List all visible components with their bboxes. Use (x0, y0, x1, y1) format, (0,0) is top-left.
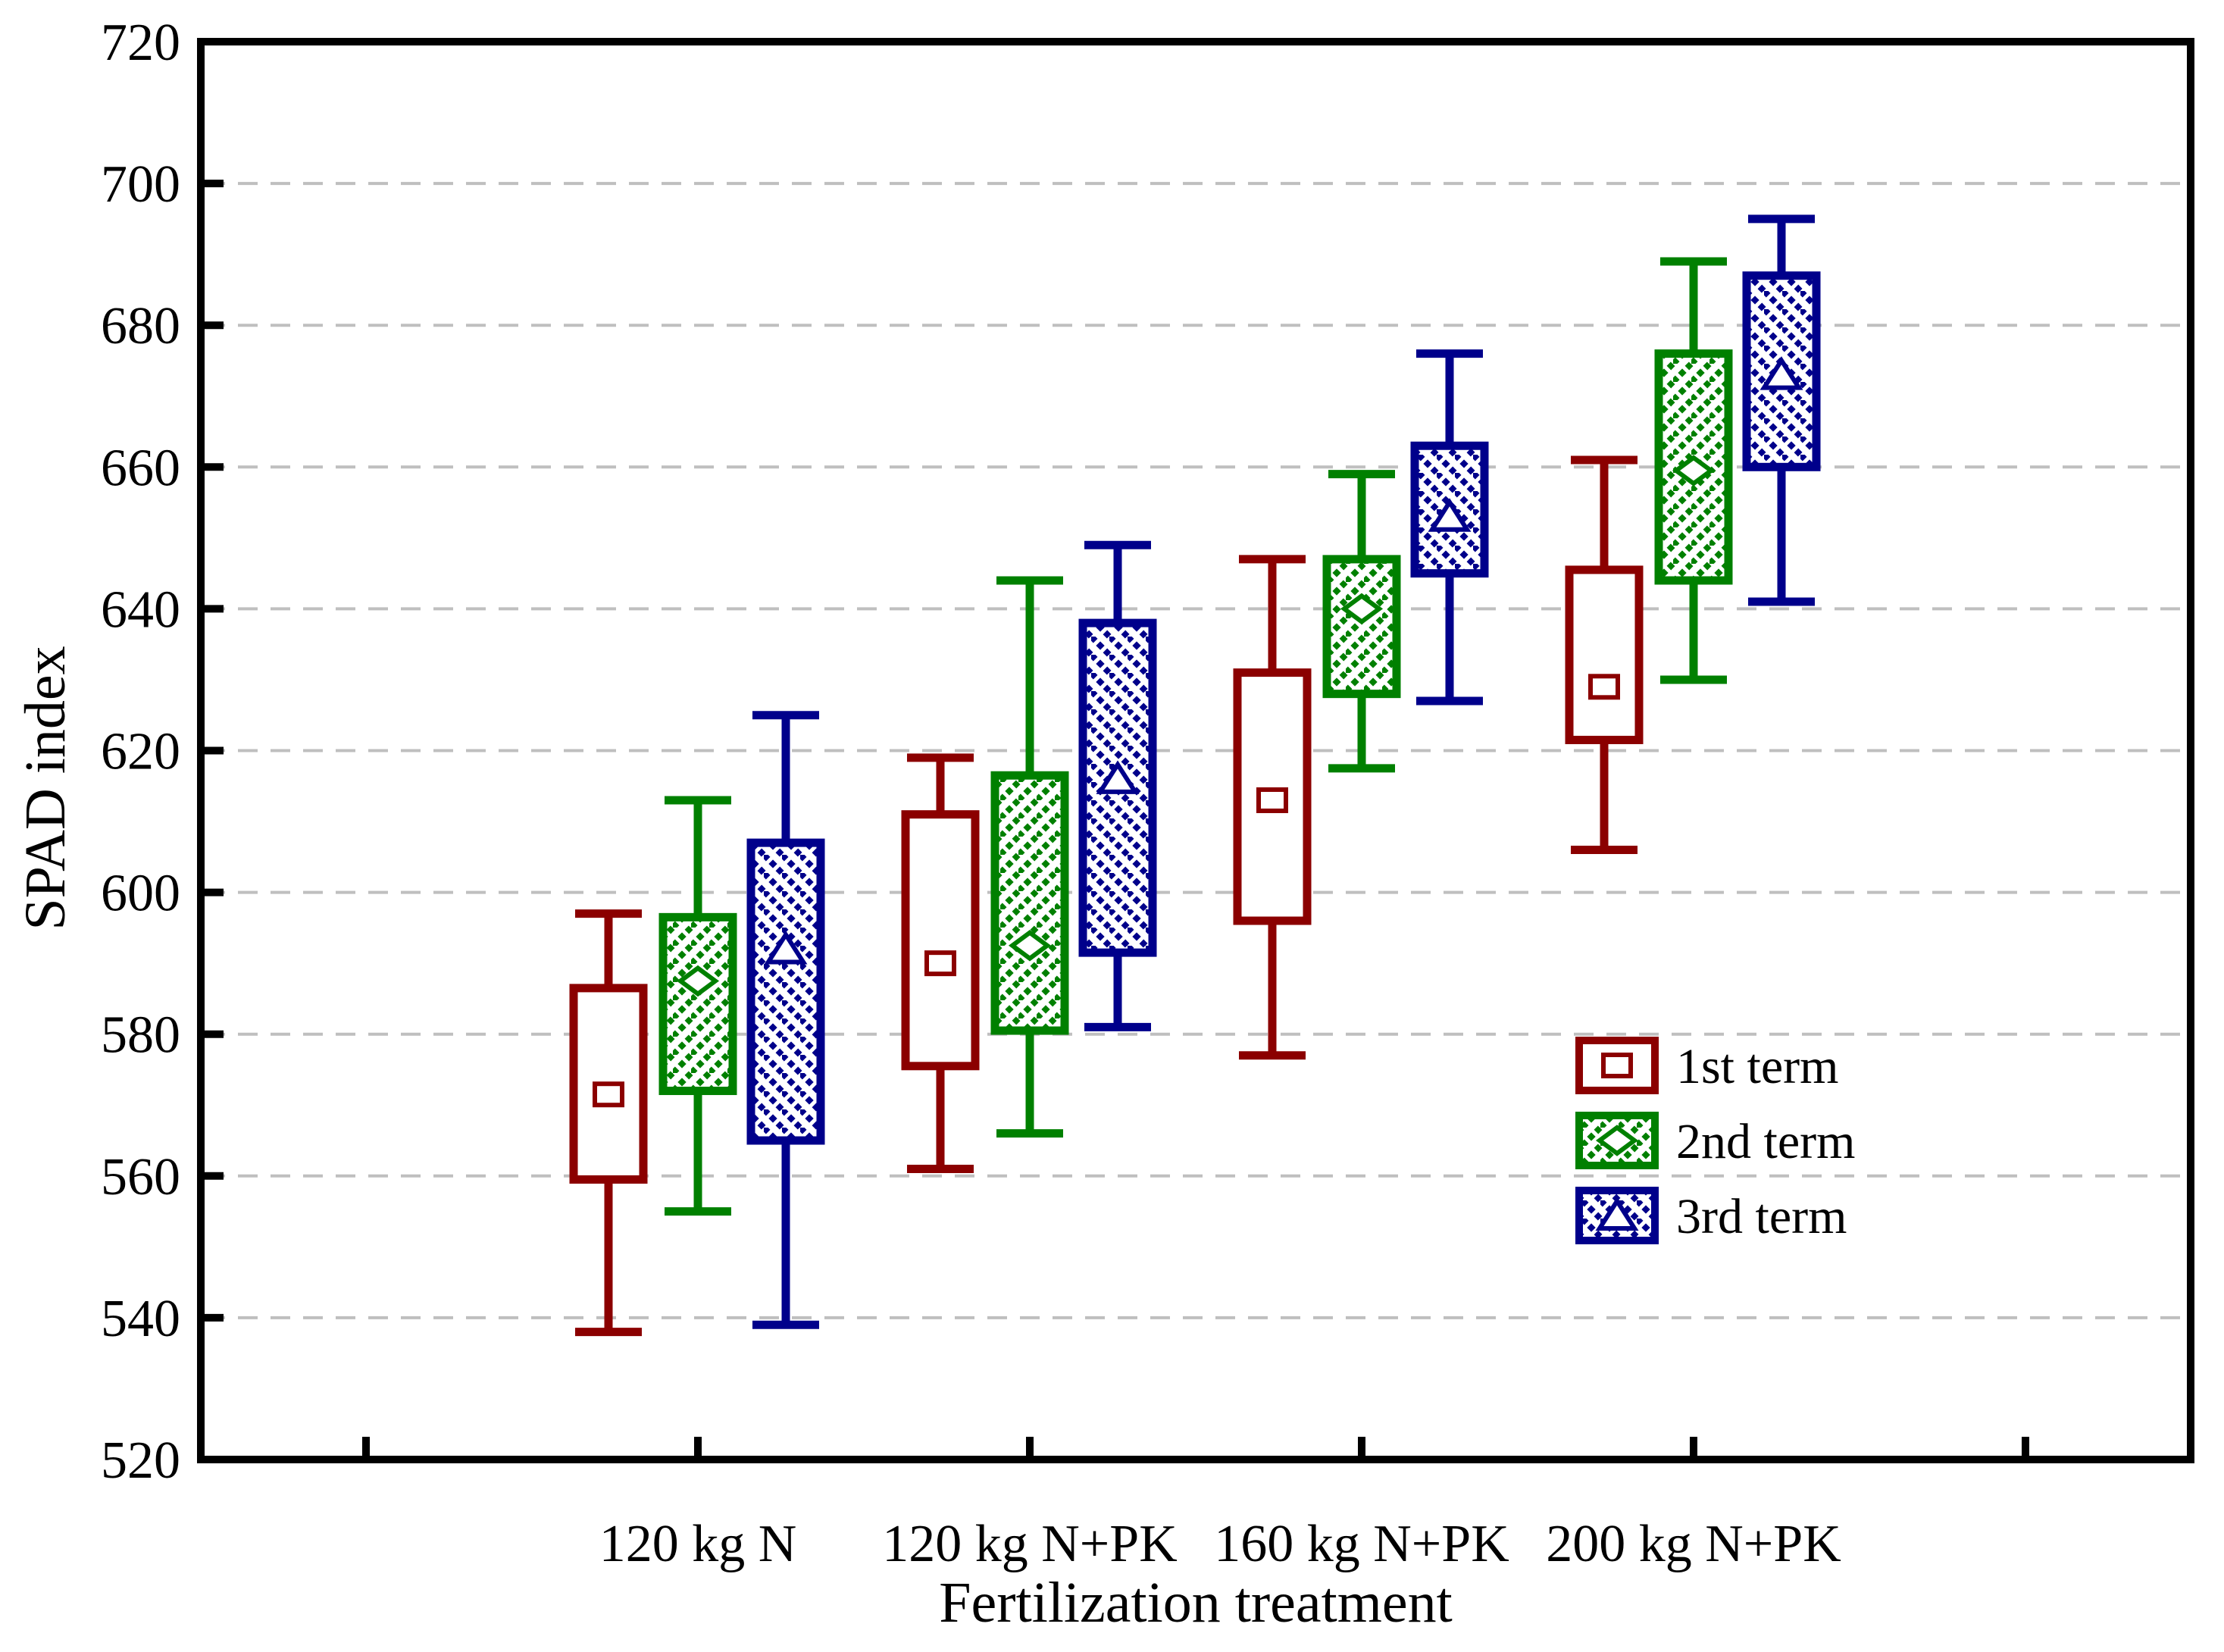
box-2nd-term-120-kg-N (658, 796, 737, 1216)
mean-marker-triangle (764, 930, 808, 965)
box-2nd-term-160-kg-N+PK (1322, 470, 1401, 773)
y-tick-label: 620 (101, 723, 180, 781)
box-2nd-term-120-kg-N+PK (990, 576, 1069, 1138)
legend-item-3rd-term: 3rd term (1575, 1187, 1847, 1244)
y-tick-label: 600 (101, 865, 180, 923)
y-tick-label: 660 (101, 439, 180, 497)
gridlines (205, 182, 2186, 1319)
x-axis-title: Fertilization treatment (939, 1571, 1452, 1635)
box-2nd-term-200-kg-N+PK (1654, 257, 1733, 684)
box-3rd-term-120-kg-N (746, 711, 825, 1329)
mean-marker-triangle (1096, 760, 1140, 794)
mean-marker-square (924, 950, 956, 977)
y-tick-label: 720 (101, 14, 180, 72)
box-rect (990, 771, 1069, 1035)
mean-marker-square (1588, 674, 1620, 700)
box-rect (658, 912, 737, 1096)
box-series (569, 214, 1821, 1337)
box-3rd-term-120-kg-N+PK (1078, 540, 1157, 1031)
box-rect (1078, 618, 1157, 957)
mean-marker-diamond (676, 965, 720, 997)
mean-marker-square (1601, 1053, 1633, 1078)
box-rect (901, 810, 980, 1071)
y-tick-label: 540 (101, 1290, 180, 1348)
y-axis-title: SPAD index (14, 646, 77, 930)
mean-marker-triangle (1428, 498, 1472, 532)
box-1st-term-120-kg-N+PK (901, 753, 980, 1173)
x-tick-label: 120 kg N (599, 1515, 797, 1573)
y-tick-label: 700 (101, 155, 180, 214)
legend-item-1st-term: 1st term (1575, 1037, 1838, 1094)
mean-marker-square (1256, 787, 1288, 813)
y-tick-labels: 520 540 560 580 600 620 640 660 680 700 720 (101, 14, 180, 1490)
legend-label: 2nd term (1676, 1114, 1855, 1169)
box-rect (1565, 565, 1644, 744)
legend-item-2nd-term: 2nd term (1575, 1112, 1855, 1169)
x-tick-labels: 120 kg N 120 kg N+PK 160 kg N+PK 200 kg N+P… (599, 1515, 1841, 1573)
box-1st-term-200-kg-N+PK (1565, 455, 1644, 854)
legend-label: 1st term (1676, 1039, 1838, 1094)
mean-marker-diamond (1340, 593, 1384, 625)
box-3rd-term-160-kg-N+PK (1410, 349, 1489, 706)
legend: 1st term 2nd term 3rd term (1575, 1037, 1855, 1244)
mean-marker-diamond (1008, 930, 1052, 962)
x-tick-label: 200 kg N+PK (1546, 1515, 1841, 1573)
box-rect (1322, 555, 1401, 699)
box-rect (746, 838, 825, 1145)
x-tick-label: 120 kg N+PK (882, 1515, 1178, 1573)
legend-label: 3rd term (1676, 1189, 1847, 1244)
mean-marker-triangle (1595, 1197, 1639, 1231)
y-tick-label: 680 (101, 297, 180, 355)
mean-marker-square (593, 1081, 624, 1108)
x-tick-label: 160 kg N+PK (1214, 1515, 1509, 1573)
box-1st-term-120-kg-N (569, 909, 648, 1337)
y-tick-label: 580 (101, 1006, 180, 1065)
mean-marker-diamond (1672, 455, 1716, 487)
y-tick-label: 520 (101, 1431, 180, 1490)
box-1st-term-160-kg-N+PK (1233, 555, 1312, 1060)
mean-marker-diamond (1595, 1125, 1639, 1156)
y-tick-label: 640 (101, 580, 180, 639)
axis-ticks (201, 38, 2029, 1463)
box-3rd-term-200-kg-N+PK (1742, 214, 1821, 606)
mean-marker-triangle (1759, 356, 1803, 390)
y-tick-label: 560 (101, 1148, 180, 1206)
